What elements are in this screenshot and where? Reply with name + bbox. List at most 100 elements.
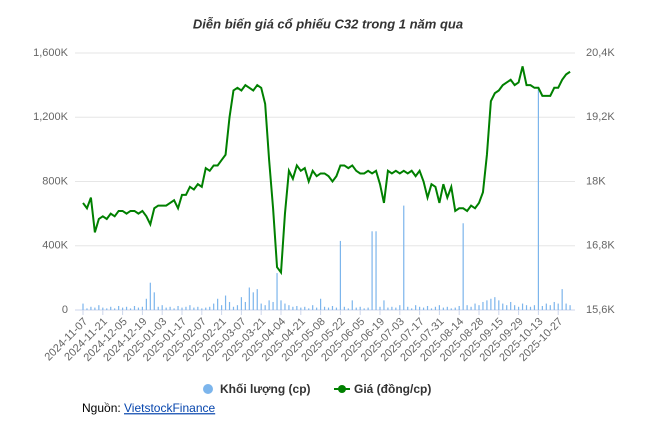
volume-bar — [498, 300, 500, 310]
volume-bar — [553, 301, 555, 310]
volume-bar — [193, 307, 195, 310]
volume-bar — [399, 305, 401, 310]
volume-bar — [537, 88, 539, 311]
volume-bar — [450, 308, 452, 310]
volume-bar — [284, 303, 286, 310]
volume-bar — [82, 303, 84, 310]
volume-bar — [529, 306, 532, 310]
volume-bar — [106, 308, 108, 310]
volume-bar — [221, 305, 223, 310]
volume-bar — [407, 306, 409, 310]
volume-bar — [403, 205, 405, 310]
volume-bar — [209, 306, 211, 310]
volume-bar — [482, 301, 484, 310]
volume-bar — [339, 240, 341, 310]
volume-bar — [114, 308, 116, 310]
y-tick-label: 0 — [62, 304, 68, 316]
volume-bar — [165, 307, 167, 310]
volume-bar — [228, 301, 231, 310]
volume-bar — [137, 307, 140, 310]
volume-bar — [438, 305, 440, 310]
volume-bar — [153, 292, 155, 310]
volume-bar — [213, 303, 215, 310]
volume-bar — [565, 303, 567, 310]
volume-bar — [351, 300, 353, 310]
volume-bar — [430, 308, 433, 310]
volume-bar — [224, 295, 227, 310]
y2-tick-label: 19,2K — [586, 111, 615, 123]
y-tick-label: 1,600K — [33, 47, 69, 59]
volume-bar — [379, 306, 381, 310]
volume-bar — [557, 303, 559, 310]
volume-bar — [442, 307, 444, 310]
price-line — [82, 66, 571, 276]
volume-bar — [173, 308, 175, 310]
y2-tick-label: 15,6K — [586, 304, 615, 316]
volume-bar — [288, 305, 290, 310]
volume-bar — [300, 307, 302, 310]
volume-bar — [545, 303, 547, 310]
volume-bar — [133, 305, 136, 310]
volume-bar — [478, 305, 480, 310]
volume-bar — [426, 305, 429, 310]
source-link[interactable]: VietstockFinance — [124, 401, 215, 415]
volume-bar — [252, 292, 254, 310]
volume-bar — [514, 305, 516, 310]
volume-bar — [125, 306, 128, 310]
volume-bar — [86, 308, 88, 310]
volume-bar — [181, 307, 183, 310]
volume-bar — [359, 306, 361, 310]
volume-bar — [371, 231, 373, 310]
volume-bar — [533, 305, 536, 310]
volume-bar — [466, 305, 468, 310]
volume-bar — [169, 306, 171, 310]
volume-bar — [217, 298, 219, 310]
volume-bar — [462, 223, 464, 310]
chart-title: Diễn biến giá cổ phiếu C32 trong 1 năm q… — [193, 16, 463, 31]
volume-bar — [161, 305, 163, 310]
y2-tick-label: 18K — [586, 175, 606, 187]
volume-bar — [490, 298, 492, 310]
volume-bar — [458, 305, 460, 310]
volume-bar — [494, 297, 496, 310]
volume-bar — [232, 306, 235, 310]
volume-bar — [335, 307, 338, 310]
volume-bar — [149, 282, 151, 310]
volume-bar — [244, 301, 246, 310]
volume-bar — [118, 305, 120, 310]
source-label: Nguồn: — [82, 401, 121, 415]
y2-tick-label: 20,4K — [586, 47, 615, 59]
volume-bar — [185, 306, 187, 310]
volume-bar — [177, 305, 179, 310]
y-tick-label: 800K — [42, 175, 68, 187]
volume-bar — [387, 307, 389, 310]
volume-bar — [98, 305, 100, 310]
volume-bar — [331, 305, 334, 310]
legend-marker — [338, 385, 346, 393]
volume-bar — [304, 306, 306, 310]
volume-bar — [422, 307, 425, 310]
volume-bar — [296, 305, 298, 310]
volume-bar — [280, 300, 282, 310]
volume-bar — [411, 308, 413, 310]
volume-bar — [415, 305, 417, 310]
volume-bar — [236, 305, 239, 310]
volume-bar — [268, 300, 270, 310]
volume-bar — [122, 307, 124, 310]
volume-bar — [343, 306, 345, 310]
volume-bar — [470, 306, 472, 310]
volume-bar — [320, 298, 322, 310]
volume-bar — [474, 303, 476, 310]
volume-bar — [327, 307, 330, 310]
volume-bar — [141, 306, 143, 310]
y-tick-label: 400K — [42, 240, 68, 252]
volume-bar — [541, 305, 543, 310]
volume-bar — [363, 308, 365, 310]
volume-bar — [308, 308, 310, 310]
volume-bar — [502, 303, 504, 310]
volume-bar — [419, 306, 421, 310]
volume-bar — [248, 287, 250, 310]
volume-bar — [367, 307, 369, 310]
volume-bar — [569, 305, 571, 310]
volume-bar — [157, 306, 159, 310]
